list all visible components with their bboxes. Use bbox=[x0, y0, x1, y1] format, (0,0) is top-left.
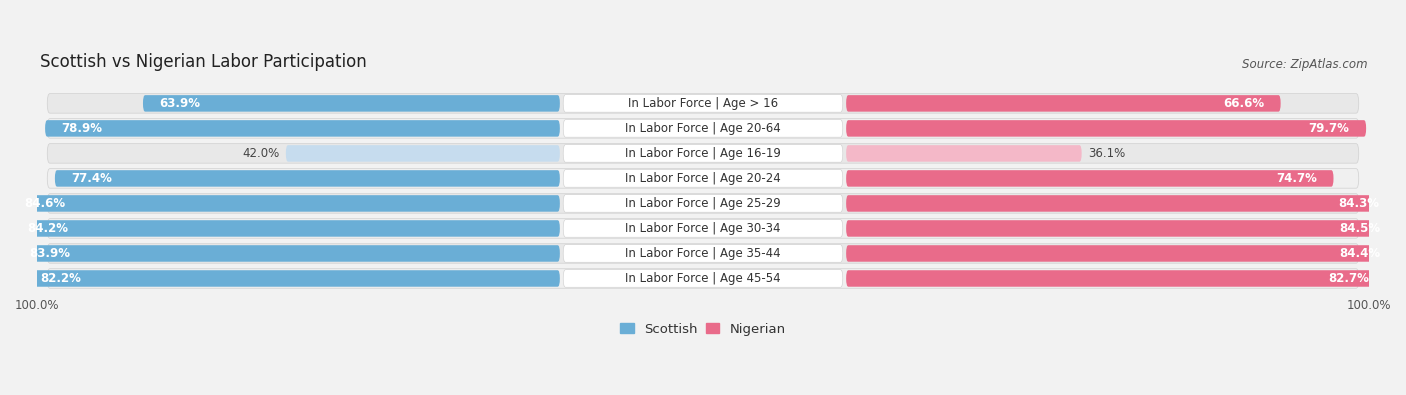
Text: 84.2%: 84.2% bbox=[27, 222, 67, 235]
FancyBboxPatch shape bbox=[846, 120, 1367, 137]
FancyBboxPatch shape bbox=[48, 144, 1358, 163]
Text: 63.9%: 63.9% bbox=[160, 97, 201, 110]
FancyBboxPatch shape bbox=[564, 120, 842, 137]
Text: In Labor Force | Age 20-64: In Labor Force | Age 20-64 bbox=[626, 122, 780, 135]
Text: Source: ZipAtlas.com: Source: ZipAtlas.com bbox=[1241, 58, 1368, 71]
FancyBboxPatch shape bbox=[285, 145, 560, 162]
FancyBboxPatch shape bbox=[45, 120, 560, 137]
Text: 74.7%: 74.7% bbox=[1277, 172, 1317, 185]
Text: 82.7%: 82.7% bbox=[1329, 272, 1369, 285]
Text: 77.4%: 77.4% bbox=[72, 172, 112, 185]
FancyBboxPatch shape bbox=[10, 220, 560, 237]
Text: 36.1%: 36.1% bbox=[1088, 147, 1126, 160]
Text: In Labor Force | Age > 16: In Labor Force | Age > 16 bbox=[628, 97, 778, 110]
Text: 79.7%: 79.7% bbox=[1309, 122, 1350, 135]
FancyBboxPatch shape bbox=[8, 195, 560, 212]
FancyBboxPatch shape bbox=[13, 245, 560, 262]
Text: 78.9%: 78.9% bbox=[62, 122, 103, 135]
FancyBboxPatch shape bbox=[48, 269, 1358, 288]
FancyBboxPatch shape bbox=[846, 170, 1333, 187]
Text: 83.9%: 83.9% bbox=[30, 247, 70, 260]
Text: In Labor Force | Age 25-29: In Labor Force | Age 25-29 bbox=[626, 197, 780, 210]
Text: In Labor Force | Age 35-44: In Labor Force | Age 35-44 bbox=[626, 247, 780, 260]
Text: 84.6%: 84.6% bbox=[24, 197, 66, 210]
FancyBboxPatch shape bbox=[846, 145, 1081, 162]
Text: In Labor Force | Age 45-54: In Labor Force | Age 45-54 bbox=[626, 272, 780, 285]
Text: 42.0%: 42.0% bbox=[242, 147, 280, 160]
FancyBboxPatch shape bbox=[846, 245, 1396, 262]
FancyBboxPatch shape bbox=[24, 270, 560, 287]
Text: In Labor Force | Age 30-34: In Labor Force | Age 30-34 bbox=[626, 222, 780, 235]
Text: 84.5%: 84.5% bbox=[1340, 222, 1381, 235]
FancyBboxPatch shape bbox=[143, 95, 560, 112]
Text: 84.4%: 84.4% bbox=[1339, 247, 1381, 260]
FancyBboxPatch shape bbox=[48, 194, 1358, 213]
FancyBboxPatch shape bbox=[846, 195, 1396, 212]
Text: 82.2%: 82.2% bbox=[41, 272, 82, 285]
Text: Scottish vs Nigerian Labor Participation: Scottish vs Nigerian Labor Participation bbox=[39, 53, 367, 71]
FancyBboxPatch shape bbox=[564, 145, 842, 162]
FancyBboxPatch shape bbox=[564, 195, 842, 212]
Text: 66.6%: 66.6% bbox=[1223, 97, 1264, 110]
FancyBboxPatch shape bbox=[846, 220, 1398, 237]
FancyBboxPatch shape bbox=[846, 95, 1281, 112]
FancyBboxPatch shape bbox=[564, 95, 842, 112]
FancyBboxPatch shape bbox=[564, 170, 842, 187]
Legend: Scottish, Nigerian: Scottish, Nigerian bbox=[620, 323, 786, 336]
Text: 84.3%: 84.3% bbox=[1339, 197, 1379, 210]
FancyBboxPatch shape bbox=[48, 219, 1358, 238]
Text: In Labor Force | Age 20-24: In Labor Force | Age 20-24 bbox=[626, 172, 780, 185]
FancyBboxPatch shape bbox=[48, 169, 1358, 188]
FancyBboxPatch shape bbox=[564, 270, 842, 287]
FancyBboxPatch shape bbox=[564, 245, 842, 262]
FancyBboxPatch shape bbox=[55, 170, 560, 187]
FancyBboxPatch shape bbox=[48, 118, 1358, 138]
FancyBboxPatch shape bbox=[48, 244, 1358, 263]
Text: In Labor Force | Age 16-19: In Labor Force | Age 16-19 bbox=[626, 147, 780, 160]
FancyBboxPatch shape bbox=[48, 94, 1358, 113]
FancyBboxPatch shape bbox=[846, 270, 1386, 287]
FancyBboxPatch shape bbox=[564, 220, 842, 237]
